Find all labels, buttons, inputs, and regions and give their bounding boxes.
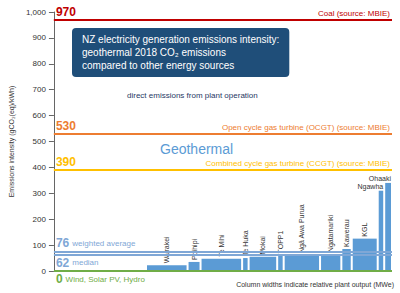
svg-text:0: 0	[56, 272, 63, 286]
svg-text:0: 0	[41, 267, 46, 276]
svg-text:500: 500	[33, 137, 47, 146]
svg-text:Emissions intensity (gCO₂(eq)/: Emissions intensity (gCO₂(eq)/kWh)	[8, 86, 16, 198]
svg-text:400: 400	[33, 163, 47, 172]
svg-text:700: 700	[33, 85, 47, 94]
svg-text:Te Huka: Te Huka	[241, 230, 249, 256]
svg-text:62: 62	[56, 256, 70, 270]
svg-text:Wind, Solar PV, Hydro: Wind, Solar PV, Hydro	[66, 275, 146, 284]
svg-text:970: 970	[56, 5, 76, 19]
svg-text:direct emissions from plant op: direct emissions from plant operation	[127, 91, 258, 100]
svg-text:Ngawha: Ngawha	[358, 183, 384, 191]
svg-text:300: 300	[33, 189, 47, 198]
svg-text:Ngā Awa Purua: Ngā Awa Purua	[298, 204, 306, 253]
svg-text:Open cycle gas turbine (OCGT): Open cycle gas turbine (OCGT) (source: M…	[222, 123, 390, 132]
svg-text:200: 200	[33, 215, 47, 224]
svg-text:Coal (source: MBIE): Coal (source: MBIE)	[318, 9, 390, 18]
svg-text:geothermal 2018 CO₂ emissions: geothermal 2018 CO₂ emissions	[82, 47, 226, 58]
svg-text:Ngatamariki: Ngatamariki	[327, 214, 335, 252]
svg-text:Geothermal: Geothermal	[160, 141, 233, 157]
svg-text:TOPP1: TOPP1	[277, 231, 284, 254]
svg-text:Kawerau: Kawerau	[343, 219, 350, 247]
svg-text:Te Mihi: Te Mihi	[218, 234, 225, 257]
svg-text:390: 390	[56, 155, 76, 169]
svg-text:76: 76	[56, 236, 70, 250]
svg-text:600: 600	[33, 111, 47, 120]
svg-text:Wairakei: Wairakei	[163, 236, 170, 263]
svg-text:1,000: 1,000	[26, 8, 47, 17]
svg-text:median: median	[72, 258, 98, 267]
svg-text:800: 800	[33, 59, 47, 68]
svg-text:Poihipi: Poihipi	[191, 238, 199, 259]
svg-text:900: 900	[33, 33, 47, 42]
svg-text:KGL: KGL	[361, 223, 368, 237]
svg-text:weighted average: weighted average	[71, 239, 136, 248]
svg-text:Column widths indicate relativ: Column widths indicate relative plant ou…	[236, 281, 394, 289]
svg-text:Ohaaki: Ohaaki	[369, 175, 392, 182]
svg-text:compared to other energy sourc: compared to other energy sources	[82, 60, 234, 71]
svg-text:NZ electricity generation emis: NZ electricity generation emissions inte…	[82, 34, 279, 45]
svg-text:Mokai: Mokai	[259, 236, 267, 255]
svg-text:530: 530	[56, 119, 76, 133]
svg-text:100: 100	[33, 241, 47, 250]
svg-text:Combined cycle gas turbine (CC: Combined cycle gas turbine (CCGT) (sourc…	[206, 159, 391, 168]
